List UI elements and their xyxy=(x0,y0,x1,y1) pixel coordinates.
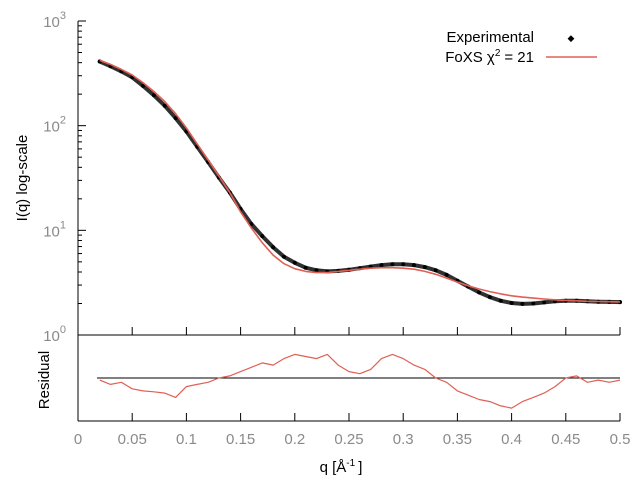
experimental-point xyxy=(141,83,145,88)
experimental-point xyxy=(520,301,525,306)
x-tick-label: 0.1 xyxy=(176,431,197,448)
y-tick-label: 102 xyxy=(43,115,66,136)
experimental-point xyxy=(292,260,297,265)
experimental-point xyxy=(151,93,156,98)
experimental-point xyxy=(390,262,395,267)
residual-y-axis-label: Residual xyxy=(36,351,53,409)
experimental-point xyxy=(379,263,384,268)
experimental-point xyxy=(477,290,482,295)
x-tick-label: 0.4 xyxy=(501,431,522,448)
experimental-point xyxy=(433,268,438,273)
experimental-point xyxy=(531,301,536,306)
main-y-axis-label: I(q) log-scale xyxy=(14,135,31,222)
legend-marker-experimental: ◆ xyxy=(568,33,575,43)
main-y-ticks: 100 101 102 103 xyxy=(43,10,86,345)
x-tick-label: 0.2 xyxy=(284,431,305,448)
x-ticks: 0 0.05 0.1 0.15 0.2 0.25 0.3 0.35 0.4 0.45 0.5 xyxy=(74,327,631,448)
series-foxs-line xyxy=(99,59,621,303)
residual-series xyxy=(97,353,621,409)
x-tick-label: 0.5 xyxy=(610,431,631,448)
series-residual-line xyxy=(99,353,621,409)
experimental-point xyxy=(422,265,427,270)
experimental-point xyxy=(249,222,254,226)
experimental-point xyxy=(412,263,416,268)
experimental-point xyxy=(487,295,492,300)
experimental-point xyxy=(542,300,547,305)
x-tick-label: 0.35 xyxy=(443,431,472,448)
experimental-point xyxy=(162,103,167,108)
y-tick-label: 100 xyxy=(43,324,66,345)
x-axis-label: q [Å-1] xyxy=(320,458,363,476)
x-tick-label: 0.05 xyxy=(118,431,147,448)
legend-label-experimental: Experimental xyxy=(446,29,534,46)
experimental-point xyxy=(314,268,319,273)
main-plot: 100 101 102 103 I(q) log-scale Experimental… xyxy=(14,10,622,345)
experimental-point xyxy=(271,245,276,250)
legend: Experimental ◆ FoXS χ2 = 21 xyxy=(445,29,597,66)
experimental-point xyxy=(401,262,406,267)
y-tick-label: 103 xyxy=(43,10,66,31)
main-series xyxy=(97,59,622,306)
legend-label-foxs: FoXS χ2 = 21 xyxy=(445,48,534,66)
experimental-point xyxy=(498,298,503,303)
residual-plot: 0 0.05 0.1 0.15 0.2 0.25 0.3 0.35 0.4 0.45 0.5 Res… xyxy=(36,327,630,476)
experimental-point xyxy=(173,116,178,121)
experimental-point xyxy=(282,254,286,259)
experimental-point xyxy=(260,234,265,239)
x-tick-label: 0.45 xyxy=(551,431,580,448)
x-tick-label: 0.25 xyxy=(334,431,363,448)
x-tick-label: 0.15 xyxy=(226,431,255,448)
x-tick-label: 0 xyxy=(74,431,82,448)
experimental-point xyxy=(303,265,308,270)
x-tick-label: 0.3 xyxy=(393,431,414,448)
y-tick-label: 101 xyxy=(43,219,66,240)
experimental-point xyxy=(444,272,449,277)
experimental-point xyxy=(509,301,514,305)
